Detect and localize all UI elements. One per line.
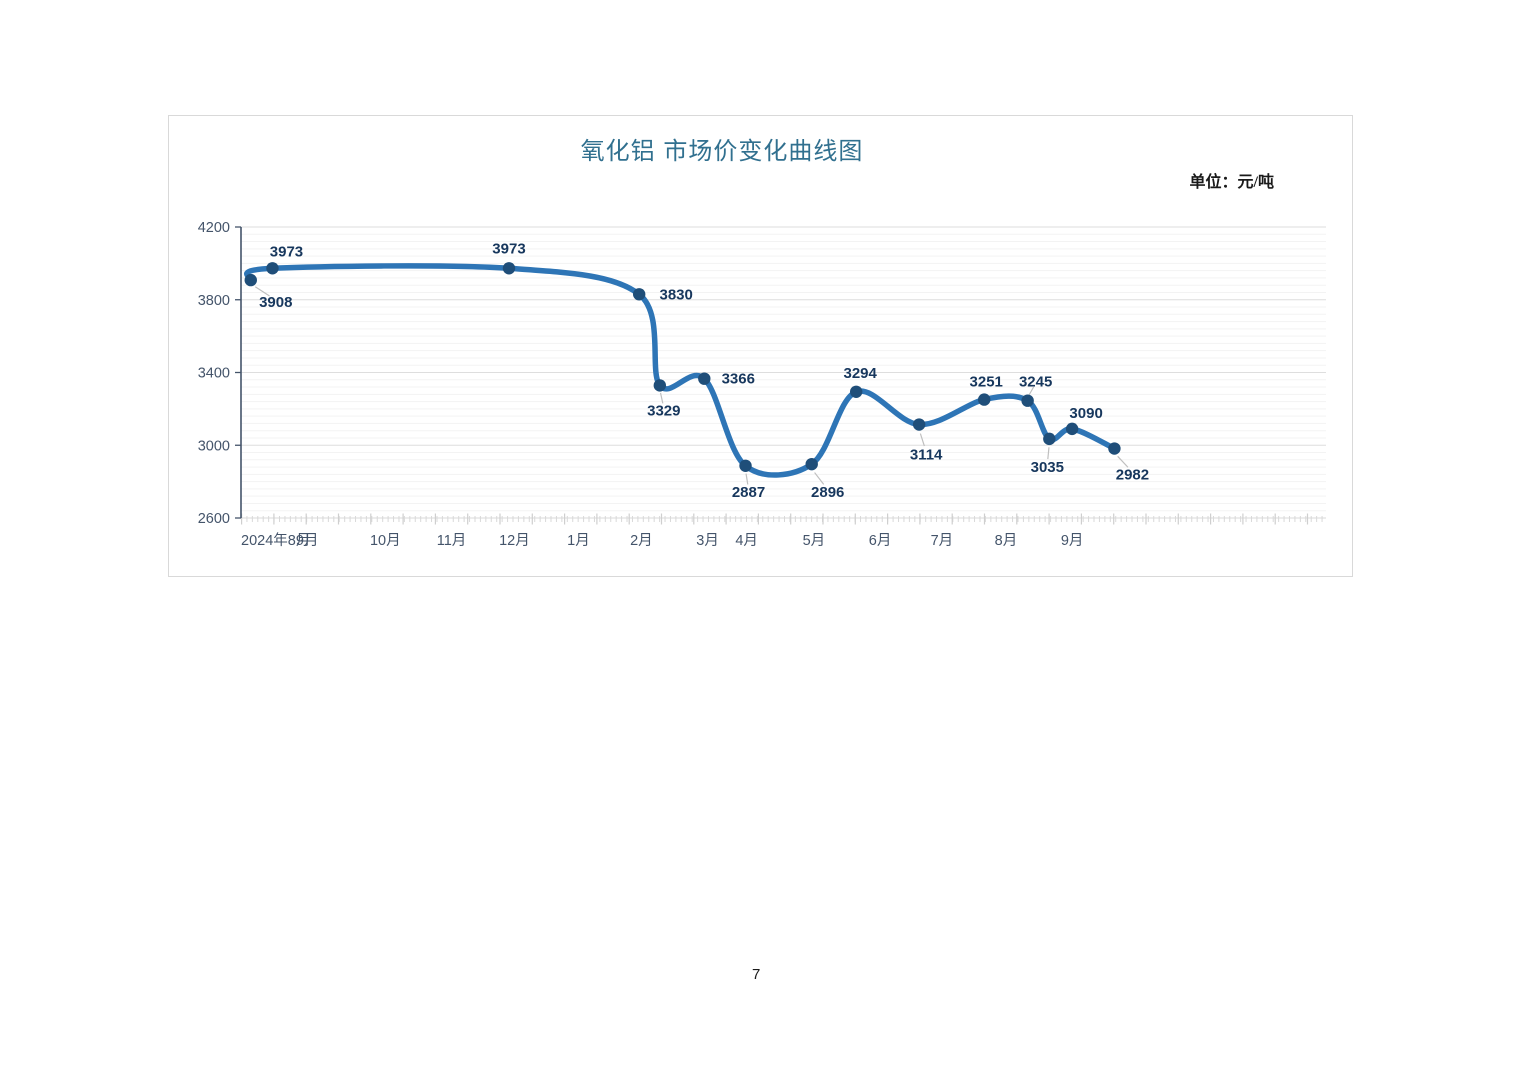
x-tick-label: 10月 [370,533,401,549]
data-point-label: 3090 [1069,405,1102,422]
data-point-marker [266,262,279,275]
data-point-marker [912,418,926,431]
page-number: 7 [752,966,761,983]
y-tick-label: 2600 [198,511,230,527]
x-tick-label: 3月 [696,533,719,549]
x-tick-label: 11月 [437,533,467,549]
unit-label: 单位：元/吨 [1189,174,1274,191]
data-point-label: 3908 [259,294,292,311]
y-tick-label: 3400 [198,366,230,382]
chart-title: 氧化铝 市场价变化曲线图 [580,138,864,165]
data-point-label: 2982 [1116,467,1149,484]
data-point-label: 3973 [492,240,525,257]
data-point-marker [502,262,516,275]
label-leader-line [659,392,664,404]
data-point-label: 3830 [660,286,693,303]
x-tick-label: 9月 [1061,533,1084,549]
data-point-marker [244,273,257,287]
y-tick-label: 3000 [198,438,230,454]
label-leader-line [254,286,270,297]
y-tick-label: 3800 [198,293,230,309]
data-point-label: 3245 [1019,374,1052,391]
data-point-label: 2896 [811,484,844,501]
data-point-marker [632,288,646,301]
data-point-label: 3251 [970,374,1003,391]
x-tick-label: 9月 [296,533,319,549]
data-point-marker [805,457,818,471]
data-point-marker [1108,442,1121,455]
data-point-label: 3366 [722,371,755,388]
data-point-marker [978,393,991,406]
x-tick-label: 4月 [735,533,758,549]
data-point-label: 3329 [647,402,680,419]
x-tick-label: 6月 [869,533,892,549]
data-point-marker [1065,422,1079,436]
data-point-marker [1043,432,1056,446]
x-tick-label: 2024年8月 [241,532,310,549]
x-tick-label: 1月 [567,533,590,549]
data-point-marker [849,385,863,398]
x-tick-label: 8月 [995,533,1018,549]
label-leader-line [1028,386,1035,396]
label-leader-line [919,433,925,447]
data-point-label: 3035 [1031,459,1064,476]
data-point-label: 2887 [732,484,765,501]
label-leader-line [745,473,749,485]
x-tick-label: 7月 [931,533,954,549]
x-tick-label: 12月 [499,533,530,549]
label-leader-line [814,472,825,485]
y-tick-label: 4200 [198,220,230,236]
label-leader-line [1047,447,1050,460]
data-point-marker [653,379,667,392]
x-tick-label: 2月 [630,533,653,549]
label-leader-line [1117,455,1129,468]
data-point-marker [698,372,711,385]
data-point-marker [739,459,752,473]
x-tick-label: 5月 [803,533,826,549]
data-point-marker [1021,394,1034,407]
price-chart-panel: 氧化铝 市场价变化曲线图 单位：元/吨 2600 3000 3400 3800 4200… [168,115,1353,577]
data-point-label: 3973 [270,243,303,260]
data-point-label: 3114 [910,447,943,464]
data-point-label: 3294 [844,365,878,382]
